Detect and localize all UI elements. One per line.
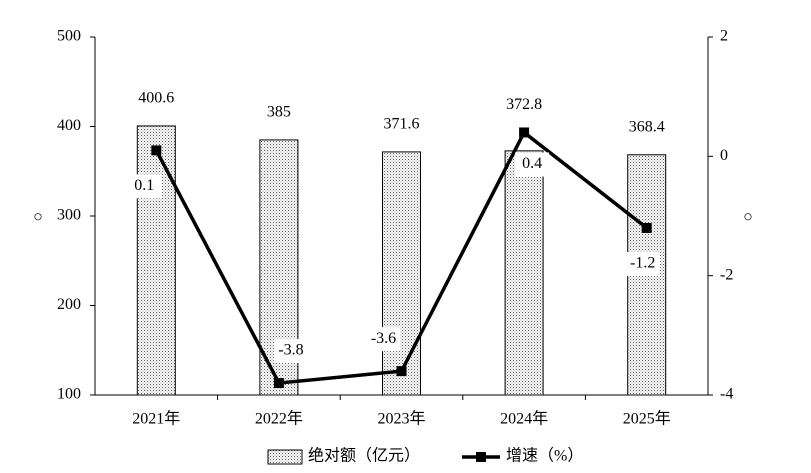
- line-value-label: -3.8: [278, 342, 303, 359]
- legend-marker: [476, 452, 486, 462]
- y-tick-label: 500: [57, 28, 81, 45]
- line-marker: [273, 378, 284, 389]
- x-tick-label: 2021年: [132, 410, 180, 428]
- label-bg: [625, 251, 660, 276]
- line-marker: [519, 127, 530, 138]
- label-bg: [273, 339, 308, 364]
- line-value-label: 0.1: [134, 177, 154, 194]
- line-marker: [151, 145, 162, 156]
- bar: [382, 151, 421, 396]
- y-tick-label: 300: [57, 207, 81, 224]
- y2-tick-label: 2: [720, 28, 728, 45]
- bar-value-label: 400.6: [138, 90, 174, 107]
- y-tick-label: 400: [57, 117, 81, 134]
- bar-value-label: 371.6: [384, 116, 420, 133]
- line-value-label: -1.2: [630, 255, 655, 272]
- y2-tick-label: -4: [720, 386, 733, 403]
- x-tick-label: 2025年: [623, 410, 671, 428]
- line-value-label: 0.4: [522, 155, 542, 172]
- x-tick-label: 2023年: [377, 410, 425, 428]
- legend-label: 绝对额（亿元）: [308, 447, 420, 465]
- bar-value-label: 385: [267, 104, 291, 121]
- label-bg: [515, 152, 550, 177]
- label-bg: [127, 174, 162, 199]
- line-value-label: -3.6: [371, 330, 396, 347]
- x-tick-label: 2024年: [500, 410, 548, 428]
- y-axis-label: ○: [33, 209, 43, 226]
- x-tick-label: 2022年: [255, 410, 303, 428]
- bar-value-label: 368.4: [629, 118, 665, 135]
- line-marker: [641, 222, 652, 233]
- y2-tick-label: -2: [720, 266, 733, 283]
- y-tick-label: 200: [57, 296, 81, 313]
- legend-label: 增速（%）: [506, 447, 583, 465]
- line-marker: [396, 366, 407, 377]
- y2-axis-label: ○: [743, 209, 753, 226]
- legend-swatch: [267, 449, 303, 465]
- bar: [136, 125, 176, 396]
- bar-value-label: 372.8: [506, 96, 542, 113]
- y2-tick-label: 0: [720, 147, 728, 164]
- label-bg: [366, 327, 401, 352]
- y-tick-label: 100: [57, 386, 81, 403]
- bar: [504, 150, 544, 396]
